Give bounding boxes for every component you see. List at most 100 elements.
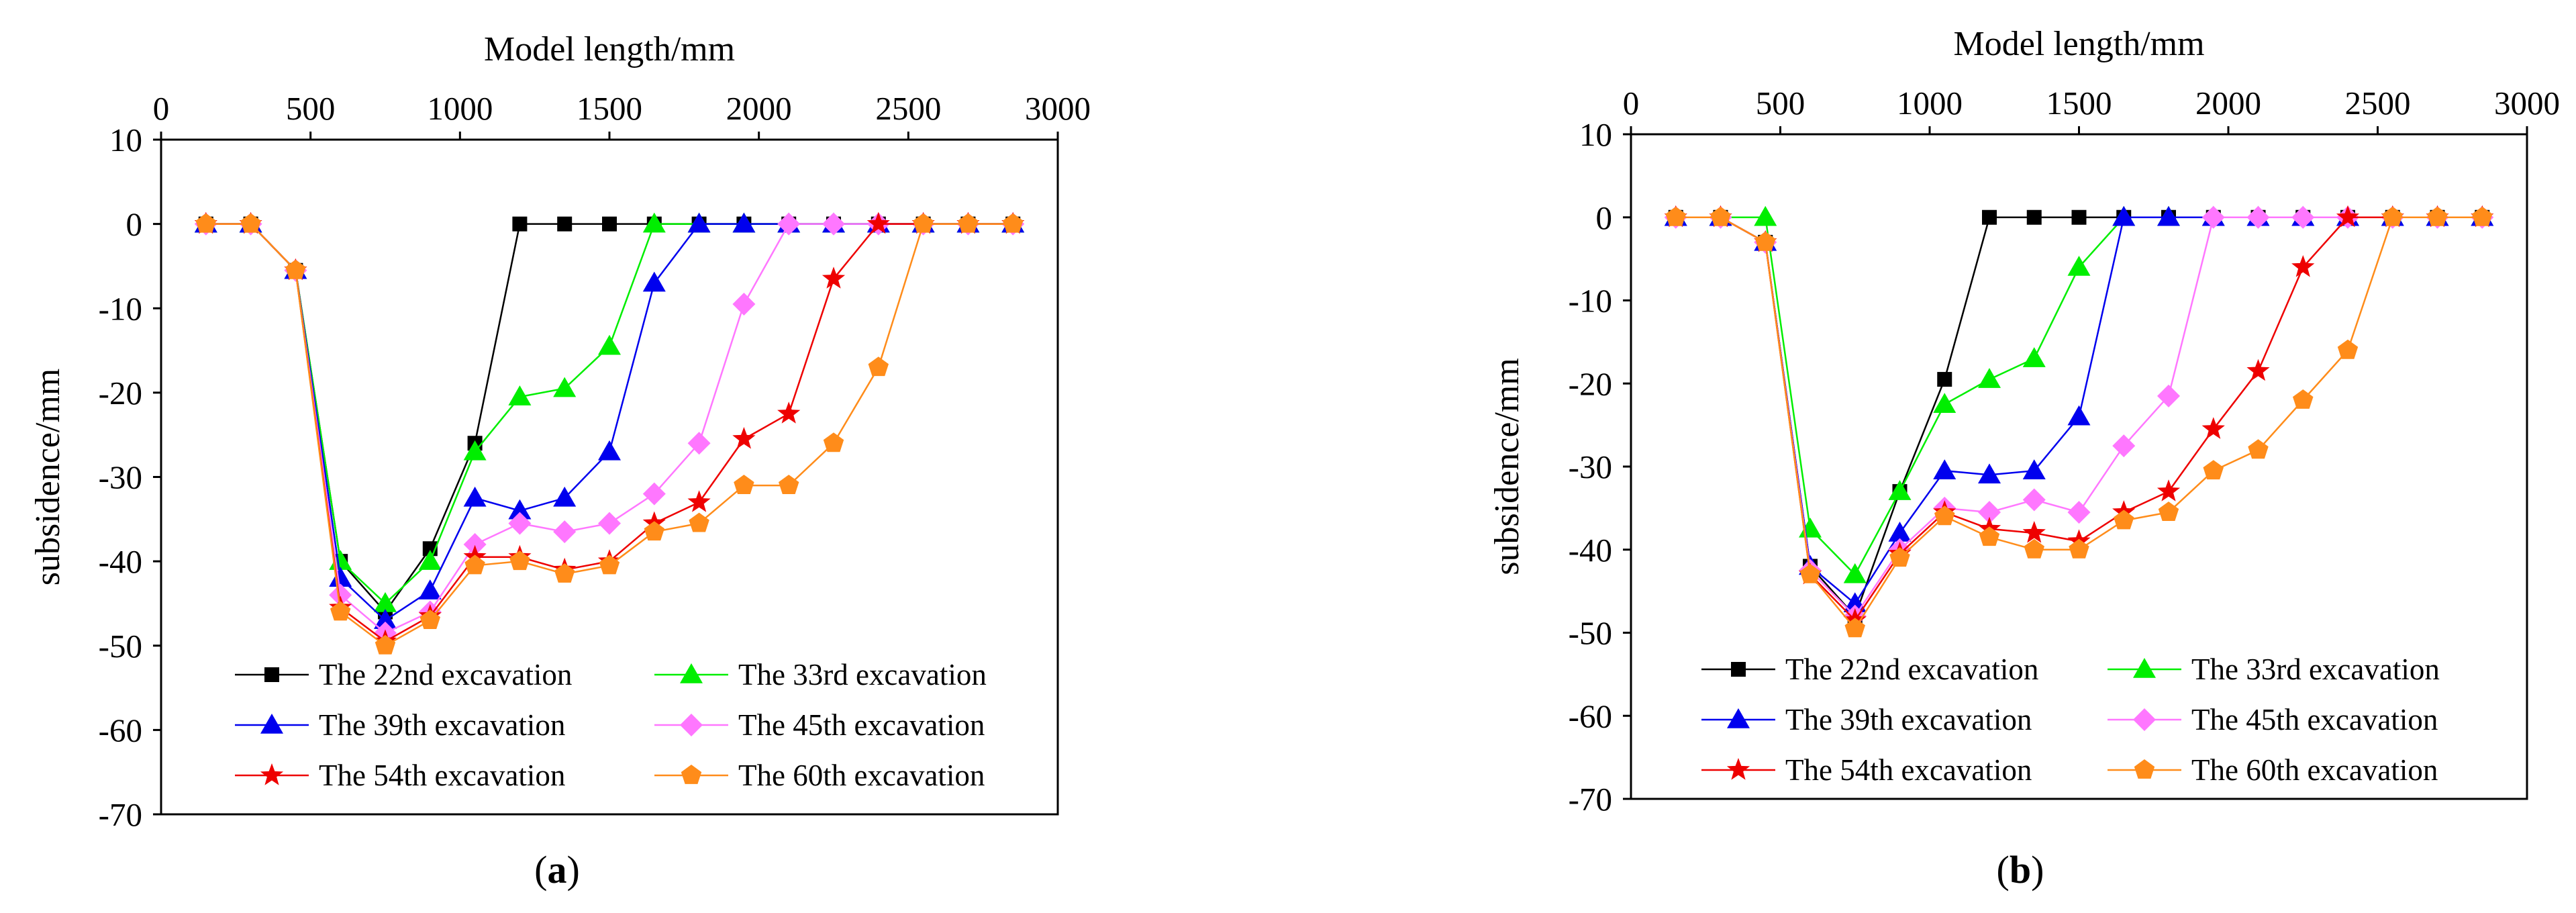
data-point [687, 490, 711, 512]
x-tick-label: 1500 [2046, 85, 2112, 122]
data-point [2427, 206, 2448, 226]
y-tick-label: -60 [99, 712, 142, 749]
legend-marker [1726, 758, 1750, 780]
y-tick-label: -40 [1569, 532, 1612, 569]
data-point [2112, 205, 2136, 226]
data-point [779, 475, 799, 494]
x-axis-title: Model length/mm [1953, 25, 2204, 63]
y-tick-label: 0 [1596, 199, 1613, 236]
y-tick-label: -10 [99, 290, 142, 327]
legend-marker [1731, 662, 1746, 677]
data-point [2291, 205, 2315, 229]
data-point [732, 292, 756, 316]
data-point [732, 212, 756, 233]
data-point [2022, 488, 2046, 512]
x-tick-label: 1500 [577, 90, 642, 127]
x-tick-label: 0 [153, 90, 170, 127]
data-point [1843, 563, 1867, 583]
y-tick-label: -60 [1569, 698, 1612, 734]
data-point [508, 499, 532, 520]
data-point [2114, 510, 2134, 530]
data-point [464, 555, 485, 575]
data-point [2067, 501, 2091, 524]
data-point [553, 377, 577, 397]
data-point [1003, 213, 1024, 233]
y-tick-label: -50 [1569, 615, 1612, 652]
y-tick-label: -20 [1569, 365, 1612, 402]
data-point [687, 212, 711, 233]
panel-label: (b) [1997, 848, 2044, 892]
data-point [2071, 209, 2087, 225]
data-point [598, 334, 621, 355]
data-point [2022, 459, 2046, 479]
data-point [2157, 384, 2180, 407]
data-point [777, 212, 801, 236]
data-point [1979, 526, 2000, 546]
y-tick-label: 0 [126, 206, 143, 243]
data-point [2157, 205, 2180, 226]
legend-label: The 60th excavation [2191, 753, 2438, 787]
y-tick-label: -20 [99, 375, 142, 412]
series-line [205, 223, 1013, 647]
data-point [913, 213, 934, 233]
data-point [509, 550, 530, 571]
data-point [1937, 372, 1952, 387]
data-point [330, 601, 351, 621]
legend-marker [2133, 658, 2156, 678]
x-tick-label: 500 [286, 90, 336, 127]
data-point [553, 520, 577, 544]
data-point [2112, 434, 2136, 458]
data-point [329, 567, 352, 587]
data-point [1844, 618, 1865, 638]
x-tick-label: 1000 [1897, 85, 1963, 122]
series-6 [1665, 206, 2493, 638]
data-point [1665, 206, 1686, 226]
series-line [205, 223, 1013, 642]
data-point [2022, 521, 2046, 543]
data-point [2067, 256, 2091, 276]
data-point [2291, 255, 2315, 277]
data-point [374, 609, 397, 629]
data-point [2472, 206, 2493, 226]
data-point [822, 267, 846, 289]
x-tick-label: 3000 [1025, 90, 1091, 127]
data-point [2158, 501, 2179, 521]
y-tick-label: -70 [1569, 781, 1612, 818]
data-point [958, 213, 979, 233]
data-point [557, 216, 573, 232]
data-point [2203, 460, 2224, 480]
y-tick-label: 10 [1579, 116, 1612, 153]
legend-marker [260, 763, 284, 785]
legend-label: The 45th excavation [2191, 703, 2438, 736]
data-point [2067, 405, 2091, 426]
data-point [2246, 358, 2270, 381]
y-tick-label: -50 [99, 628, 142, 665]
data-point [374, 591, 397, 612]
legend-marker [2133, 708, 2156, 731]
x-tick-label: 500 [1756, 85, 1805, 122]
legend-label: The 22nd excavation [319, 658, 572, 691]
data-point [2024, 538, 2044, 559]
data-point [2293, 389, 2314, 409]
chart-panel-a: 0 500 1000 1500 2000 2500 3000 10 0 -10 -20 -30 -40 -… [29, 30, 1091, 892]
data-point [732, 427, 756, 449]
data-point [2336, 205, 2360, 228]
legend: The 22nd excavation The 33rd excavation Th… [1701, 653, 2440, 787]
data-point [598, 440, 621, 461]
data-point [418, 579, 442, 599]
data-point [599, 555, 620, 575]
data-point [866, 211, 890, 234]
data-point [734, 475, 754, 494]
data-point [463, 486, 487, 507]
x-tick-label: 3000 [2494, 85, 2560, 122]
data-point [777, 401, 801, 424]
data-point [1754, 205, 1777, 226]
data-point [642, 212, 666, 233]
legend-label: The 45th excavation [738, 708, 985, 742]
data-point [822, 212, 845, 236]
data-point [375, 634, 396, 655]
data-point [553, 486, 577, 507]
data-point [598, 512, 621, 535]
x-tick-label: 2000 [726, 90, 792, 127]
